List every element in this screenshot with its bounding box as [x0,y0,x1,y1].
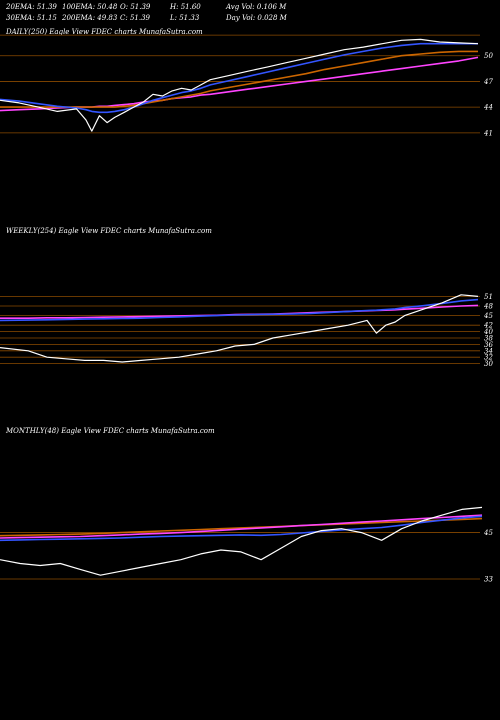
header-day-vol: Day Vol: 0.028 M [226,14,287,22]
weekly-tick-label-3: 42 [483,322,493,330]
monthly-series-3 [0,517,483,537]
weekly-tick-label-2: 45 [483,312,493,320]
monthly-series-0 [0,506,483,576]
daily-series-1 [0,42,478,114]
daily-tick-label-2: 44 [483,104,493,112]
header-low: L: 51.33 [170,14,200,22]
daily-panel-title: DAILY(250) Eagle View FDEC charts Munafa… [6,28,203,36]
header-close: C: 51.39 [120,14,150,22]
weekly-series-0 [0,294,479,363]
daily-tick-label-0: 50 [484,52,493,60]
monthly-tick-label-0: 45 [483,529,493,537]
daily-tick-label-1: 47 [483,78,493,86]
monthly-series-1 [0,515,483,542]
header-high: H: 51.60 [170,3,201,11]
weekly-series-1 [0,298,479,322]
header-avg-vol: Avg Vol: 0.106 M [226,3,287,11]
header-30ema: 30EMA: 51.15 [6,14,57,22]
weekly-tick-label-6: 36 [484,341,493,349]
monthly-panel-title: MONTHLY(48) Eagle View FDEC charts Munaf… [6,427,215,435]
weekly-tick-label-9: 30 [484,360,493,368]
weekly-tick-label-0: 51 [484,293,493,301]
monthly-tick-label-1: 33 [484,576,493,584]
weekly-tick-label-7: 34 [484,347,493,355]
header-100ema: 100EMA: 50.48 [62,3,118,11]
header-open: O: 51.39 [120,3,151,11]
daily-tick-label-3: 41 [483,129,493,137]
weekly-tick-label-1: 48 [483,303,493,311]
header-20ema: 20EMA: 51.39 [6,3,57,11]
daily-series-0 [0,38,479,132]
weekly-tick-label-5: 38 [484,335,493,343]
weekly-panel-title: WEEKLY(254) Eagle View FDEC charts Munaf… [6,227,212,235]
daily-series-3 [0,56,479,112]
monthly-series-2 [0,514,483,539]
weekly-tick-label-4: 40 [483,328,493,336]
weekly-tick-label-8: 32 [484,354,493,362]
daily-series-2 [0,50,478,108]
header-200ema: 200EMA: 49.83 [62,14,118,22]
